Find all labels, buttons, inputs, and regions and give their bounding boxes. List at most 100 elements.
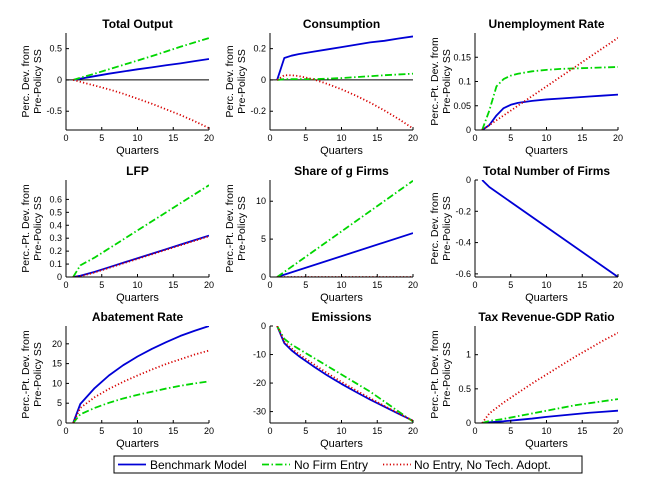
legend-box (113, 455, 583, 474)
panel-2: Consumption 0 5 10 15 20 -0.2 0 0.2 Quarters Perc.… (224, 17, 418, 157)
legend-label-no_entry: No Firm Entry (294, 458, 368, 472)
legend-label-no_entry_tech: No Entry, No Tech. Adopt. (414, 458, 551, 472)
series-line-benchmark (481, 93, 618, 130)
y-axis-label: Perc. Dev. from (20, 45, 32, 117)
series-line-no_entry (72, 184, 209, 277)
x-tick-label: 0 (63, 426, 68, 436)
x-tick-label: 5 (303, 133, 308, 143)
x-tick-label: 20 (408, 280, 418, 290)
y-axis-label: Pre-Policy SS (32, 342, 44, 407)
series-line-no_entry_tech (72, 79, 209, 129)
y-tick-label: -10 (253, 350, 266, 360)
x-tick-label: 5 (303, 426, 308, 436)
x-tick-label: 5 (99, 280, 104, 290)
series-line-benchmark (72, 326, 209, 423)
series-group (72, 326, 209, 423)
x-tick-label: 10 (132, 280, 142, 290)
x-tick-label: 20 (204, 280, 214, 290)
y-axis-label: Perc.-Pt. Dev. from (429, 330, 441, 419)
x-tick-label: 0 (472, 426, 477, 436)
y-tick-label: -0.2 (455, 206, 471, 216)
y-tick-label: 0.5 (458, 384, 471, 394)
y-axis-label: Pre-Policy SS (441, 49, 453, 114)
series-group (276, 180, 413, 277)
panel-1: Total Output 0 5 10 15 20 -0.5 0 0.5 Quarters Perc… (20, 17, 214, 157)
series-line-no_entry (276, 180, 413, 277)
panel-title: Unemployment Rate (488, 17, 604, 31)
x-tick-label: 10 (132, 426, 142, 436)
x-axis-label: Quarters (116, 145, 159, 157)
x-tick-label: 15 (577, 280, 587, 290)
series-line-no_entry_tech (481, 332, 618, 423)
series-line-no_entry_tech (73, 235, 209, 277)
x-tick-label: 10 (336, 426, 346, 436)
panel-4: LFP 0 5 10 15 20 0 0.1 0.2 0.3 0.4 0.5 0.6 Quarters Pe… (20, 164, 214, 304)
series-group (481, 37, 618, 130)
x-tick-label: 0 (472, 133, 477, 143)
y-tick-label: -0.6 (455, 269, 471, 279)
y-tick-label: 10 (256, 196, 266, 206)
panel-8: Emissions 0 5 10 15 20 -30 -20 -10 0 Quarters (253, 310, 418, 450)
y-axis-label: Perc. Dev. from (429, 192, 441, 264)
y-tick-label: 0.15 (453, 52, 471, 62)
x-tick-label: 15 (372, 133, 382, 143)
x-axis-label: Quarters (525, 438, 568, 450)
y-tick-label: 0.6 (49, 194, 62, 204)
x-tick-label: 15 (168, 280, 178, 290)
x-tick-label: 20 (613, 426, 623, 436)
panel-7: Abatement Rate 0 5 10 15 20 0 5 10 15 20 Quarters Pe… (20, 310, 214, 450)
y-tick-label: 0 (466, 125, 471, 135)
y-tick-label: 5 (57, 398, 62, 408)
x-tick-label: 15 (372, 280, 382, 290)
panel-title: Total Output (102, 17, 172, 31)
x-tick-label: 0 (63, 280, 68, 290)
series-group (276, 326, 413, 423)
series-line-no_entry (481, 398, 618, 423)
panel-title: Abatement Rate (92, 310, 184, 324)
x-tick-label: 20 (408, 426, 418, 436)
y-tick-label: -20 (253, 378, 266, 388)
y-axis-label: Perc.-Pt. Dev. from (20, 184, 32, 273)
x-tick-label: 0 (267, 280, 272, 290)
panel-title: Tax Revenue-GDP Ratio (478, 310, 614, 324)
series-line-no_entry (72, 37, 209, 81)
y-tick-label: -30 (253, 407, 266, 417)
series-group (481, 332, 618, 423)
x-tick-label: 15 (168, 426, 178, 436)
series-line-no_entry (276, 326, 413, 423)
x-tick-label: 15 (372, 426, 382, 436)
y-tick-label: 0 (57, 418, 62, 428)
x-axis-label: Quarters (320, 292, 363, 304)
series-line-no_entry_tech (276, 326, 413, 422)
x-tick-label: 5 (508, 133, 513, 143)
series-group (72, 184, 209, 277)
y-tick-label: 0.1 (49, 259, 62, 269)
legend-label-benchmark: Benchmark Model (150, 458, 247, 472)
y-axis-label: Pre-Policy SS (441, 196, 453, 261)
x-axis-label: Quarters (320, 145, 363, 157)
x-tick-label: 15 (577, 426, 587, 436)
panel-title: Consumption (303, 17, 380, 31)
series-line-benchmark (481, 180, 618, 277)
series-line-no_entry (481, 66, 618, 130)
y-tick-label: -0.2 (250, 106, 266, 116)
x-tick-label: 5 (99, 426, 104, 436)
y-tick-label: -0.5 (46, 106, 62, 116)
series-line-benchmark (276, 326, 413, 422)
x-tick-label: 0 (472, 280, 477, 290)
series-line-no_entry_tech (481, 37, 618, 130)
y-tick-label: 1 (466, 350, 471, 360)
x-axis-label: Quarters (116, 292, 159, 304)
y-tick-label: 0 (261, 75, 266, 85)
y-axis-label: Perc.-Pt. Dev. from (224, 184, 236, 273)
panel-9: Tax Revenue-GDP Ratio 0 5 10 15 20 0 0.5 1 Quarte… (429, 310, 623, 450)
y-axis-label: Pre-Policy SS (32, 49, 44, 114)
y-axis-label: Pre-Policy SS (236, 196, 248, 261)
series-line-benchmark (72, 234, 209, 277)
x-tick-label: 10 (132, 133, 142, 143)
y-tick-label: 20 (52, 339, 62, 349)
x-tick-label: 10 (541, 280, 551, 290)
series-group (481, 180, 618, 277)
y-axis-label: Perc. Dev. from (224, 45, 236, 117)
y-tick-label: 0 (261, 272, 266, 282)
